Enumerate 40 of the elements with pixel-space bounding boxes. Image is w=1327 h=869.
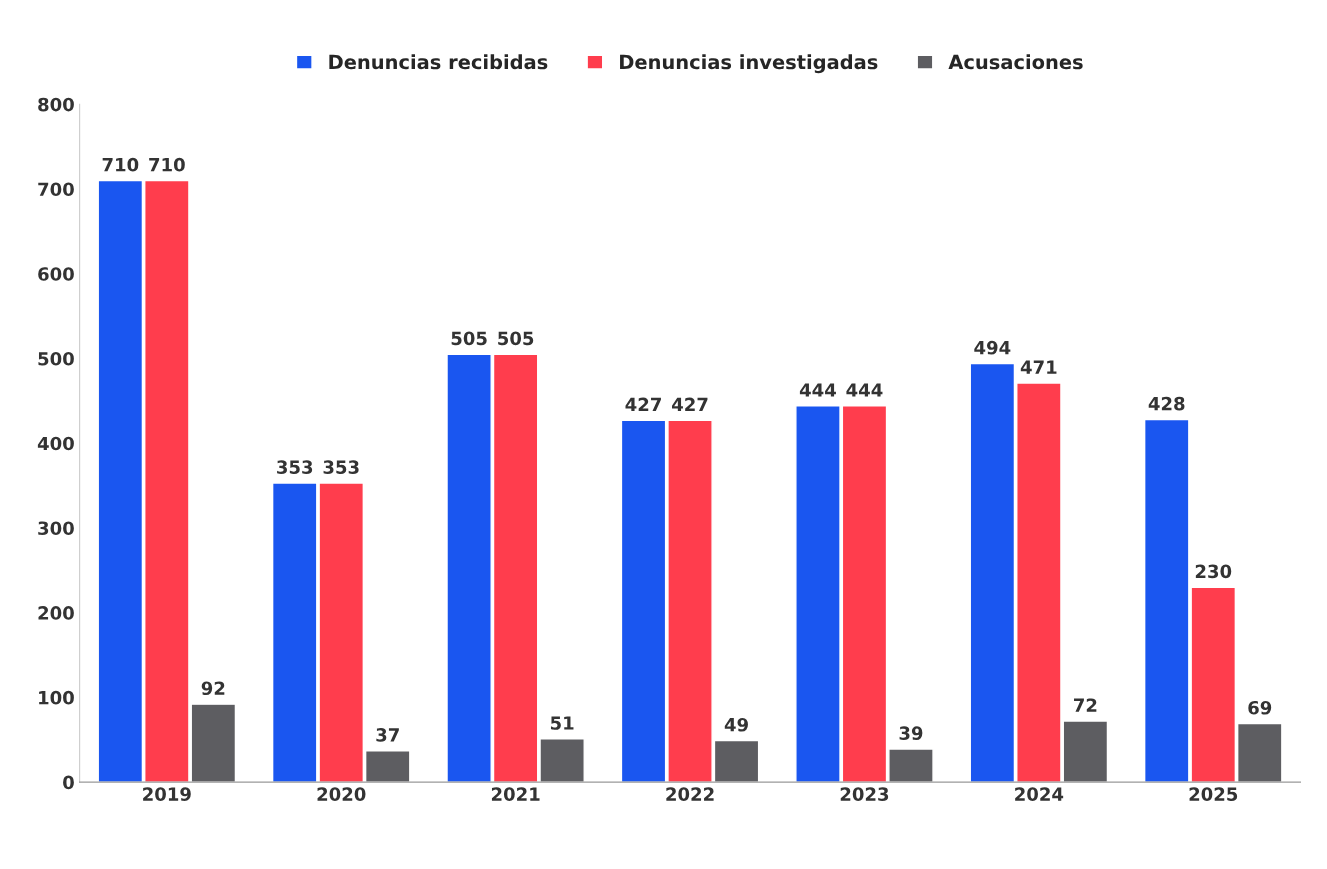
legend-label: Denuncias recibidas xyxy=(329,54,548,70)
legend-label: Denuncias investigadas xyxy=(620,54,878,74)
y-tick-label: 0 xyxy=(63,775,74,790)
data-label: 505 xyxy=(498,331,534,346)
data-label: 230 xyxy=(1195,564,1232,579)
x-tick-label: 2020 xyxy=(317,787,366,801)
data-label: 444 xyxy=(846,383,883,397)
data-label: 427 xyxy=(672,397,708,411)
y-tick-label: 500 xyxy=(38,351,74,366)
y-tick-label: 300 xyxy=(38,521,74,536)
data-label: 428 xyxy=(1148,396,1185,411)
x-tick-label: 2024 xyxy=(1015,787,1064,801)
data-label: 494 xyxy=(974,340,1011,355)
data-label: 353 xyxy=(323,460,359,474)
data-label: 505 xyxy=(451,331,487,346)
x-tick-label: 2019 xyxy=(143,787,191,801)
data-label: 444 xyxy=(799,383,836,397)
x-tick-label: 2021 xyxy=(491,787,540,801)
x-tick-label: 2025 xyxy=(1189,787,1238,801)
data-label: 92 xyxy=(201,681,225,696)
data-label: 72 xyxy=(1074,698,1097,712)
data-label: 69 xyxy=(1248,700,1272,715)
y-tick-label: 600 xyxy=(38,267,74,281)
data-label: 353 xyxy=(277,460,313,474)
data-label: 49 xyxy=(724,717,748,732)
y-tick-label: 200 xyxy=(38,606,74,620)
data-label: 710 xyxy=(149,157,185,172)
x-tick-label: 2023 xyxy=(840,787,889,801)
data-label: 427 xyxy=(625,397,661,411)
data-label: 51 xyxy=(550,716,574,730)
y-tick-label: 400 xyxy=(37,436,74,451)
data-label: 710 xyxy=(102,157,139,172)
data-label: 37 xyxy=(376,728,399,742)
y-tick-label: 700 xyxy=(38,182,74,197)
y-tick-label: 100 xyxy=(39,690,74,705)
data-label: 39 xyxy=(899,726,923,740)
legend-label: Acusaciones xyxy=(948,54,1083,70)
data-label: 471 xyxy=(1020,360,1057,374)
y-tick-label: 800 xyxy=(38,97,74,112)
x-tick-label: 2022 xyxy=(666,787,714,801)
